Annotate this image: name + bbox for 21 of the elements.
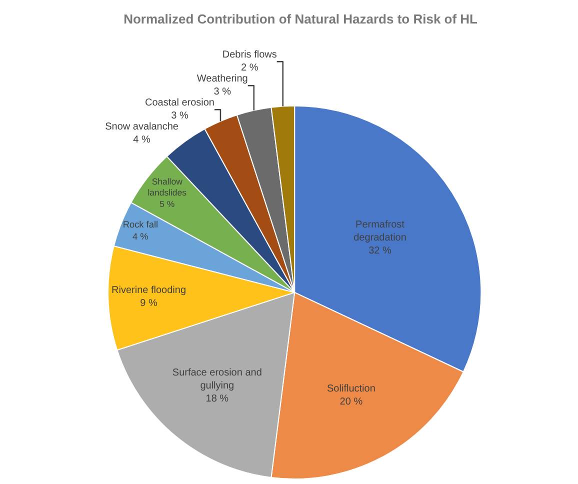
slice-label: Surface erosion and gullying: [172, 368, 262, 392]
slice-label: Solifluction: [327, 383, 376, 394]
data-label: 5 %: [160, 199, 175, 210]
data-label: 3 %: [171, 110, 188, 122]
data-label: 4 %: [133, 134, 151, 146]
slice-label: Rock fall: [122, 220, 158, 230]
data-label: 4 %: [132, 232, 148, 242]
data-label: 2 %: [241, 62, 258, 74]
data-label: 18 %: [206, 394, 229, 405]
data-label: 20 %: [340, 396, 363, 408]
chart-title: Normalized Contribution of Natural Hazards to Risk of HL: [124, 12, 478, 27]
slice-label: Weathering: [196, 74, 248, 85]
slice-label: Debris flows: [222, 50, 277, 61]
slice-label: Shallow landslides: [148, 176, 188, 198]
data-label: 9 %: [140, 298, 158, 310]
data-label: 3 %: [214, 86, 232, 98]
slice-label: Permafrost degradation: [354, 220, 406, 244]
slice-label: Coastal erosion: [145, 98, 214, 109]
slice-label: Riverine flooding: [112, 285, 186, 296]
slice-label: Snow avalanche: [105, 122, 179, 133]
data-label: 32 %: [368, 246, 392, 257]
